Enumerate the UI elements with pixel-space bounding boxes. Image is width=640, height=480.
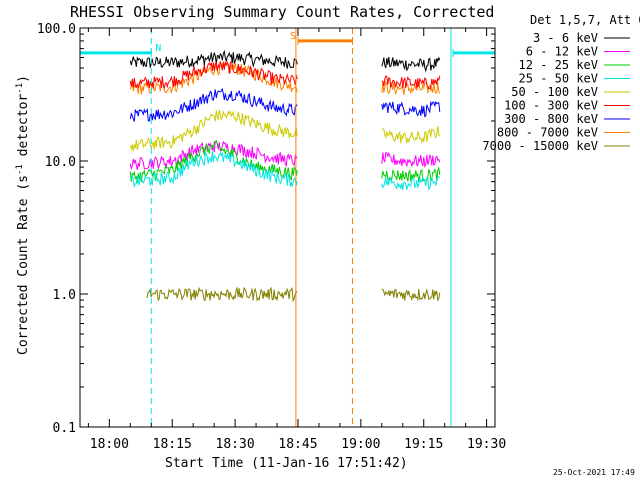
- series-line-2: [129, 60, 298, 90]
- y-axis-label-sup1: -1: [15, 164, 25, 175]
- y-tick-label: 100.0: [37, 22, 76, 37]
- series-line-1: [129, 60, 298, 95]
- footer-timestamp: 25-Oct-2021 17:49: [553, 468, 635, 477]
- x-tick-label: 19:15: [404, 437, 443, 452]
- series-line-5: [129, 140, 298, 171]
- x-tick-label: 19:30: [467, 437, 506, 452]
- plot-area: [79, 28, 496, 427]
- y-axis-label-sup2: -1: [15, 83, 25, 94]
- y-axis-label-main: Corrected Count Rate (s: [16, 175, 31, 355]
- y-axis-label-end: ): [16, 75, 31, 83]
- legend-label: 7000 - 15000 keV: [482, 139, 598, 153]
- series-line-4: [381, 125, 441, 144]
- plot-frame: [79, 27, 496, 428]
- series-line-4: [129, 109, 298, 152]
- series-line-3: [381, 100, 441, 118]
- legend-label: 300 - 800 keV: [504, 112, 598, 126]
- y-tick-label: 0.1: [53, 421, 76, 436]
- series-line-8: [146, 286, 298, 303]
- flag-bars: NS: [79, 31, 496, 57]
- series-line-1: [381, 80, 441, 96]
- x-tick-label: 18:45: [278, 437, 317, 452]
- x-axis-ticks: 18:00 18:15 18:30 18:45 19:00 19:15 19:30: [87, 28, 506, 452]
- legend-label: 12 - 25 keV: [519, 58, 598, 72]
- series-line-7: [130, 151, 298, 189]
- series-line-8: [381, 288, 441, 302]
- y-axis-ticks: 0.1 1.0 10.0 100.0: [37, 22, 495, 436]
- flag-label: N: [155, 43, 161, 54]
- legend-label: 25 - 50 keV: [519, 72, 598, 86]
- x-tick-label: 18:15: [153, 437, 192, 452]
- series-line-0: [381, 56, 441, 73]
- series-line-7: [381, 175, 441, 191]
- x-axis-label: Start Time (11-Jan-16 17:51:42): [165, 456, 408, 471]
- legend-label: 3 - 6 keV: [533, 31, 598, 45]
- y-axis-label-mid: detector: [16, 94, 31, 165]
- series-line-2: [381, 75, 441, 90]
- x-tick-label: 18:30: [216, 437, 255, 452]
- legend-label: 800 - 7000 keV: [497, 126, 598, 140]
- legend-label: 100 - 300 keV: [504, 99, 598, 113]
- y-axis-label: Corrected Count Rate (s-1 detector-1): [15, 75, 31, 355]
- y-tick-label: 1.0: [53, 288, 76, 303]
- y-tick-label: 10.0: [45, 155, 76, 170]
- legend-label: 50 - 100 keV: [511, 85, 598, 99]
- series-line-5: [381, 151, 441, 168]
- series-line-6: [129, 140, 298, 184]
- flag-label: S: [290, 31, 296, 42]
- series-line-3: [129, 87, 298, 122]
- x-tick-label: 18:00: [90, 437, 129, 452]
- legend-label: 6 - 12 keV: [526, 45, 598, 59]
- x-tick-label: 19:00: [341, 437, 380, 452]
- legend-header: Det 1,5,7, Att 0: [530, 13, 640, 27]
- chart-title: RHESSI Observing Summary Count Rates, Co…: [70, 3, 494, 21]
- series-line-0: [129, 49, 298, 69]
